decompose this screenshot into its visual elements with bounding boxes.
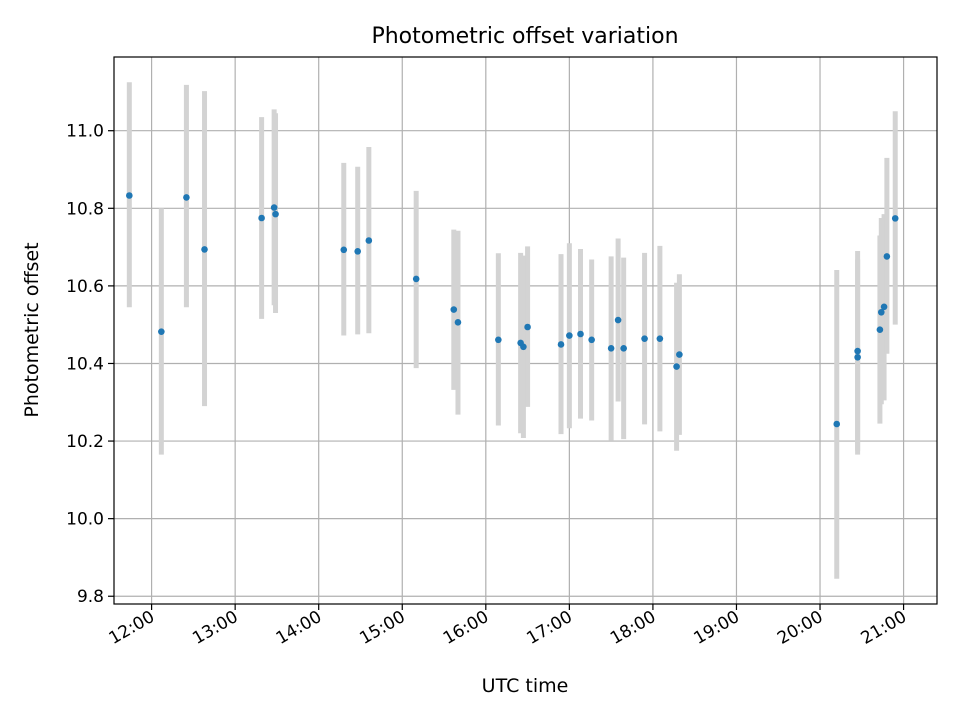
data-point: [450, 306, 458, 313]
data-point: [607, 345, 615, 352]
data-point: [495, 336, 502, 344]
data-point: [883, 253, 891, 260]
data-point: [614, 316, 622, 324]
data-point: [412, 275, 420, 283]
y-tick-label: 11.0: [66, 122, 104, 142]
y-tick-label: 10.2: [66, 432, 104, 452]
data-point: [520, 343, 527, 351]
chart-title: Photometric offset variation: [371, 24, 678, 49]
point-layer: [126, 192, 899, 428]
data-point: [354, 248, 361, 255]
data-point: [877, 308, 885, 316]
data-point: [676, 351, 683, 358]
data-point: [270, 204, 278, 211]
data-point: [656, 335, 664, 342]
y-tick-label: 9.8: [77, 587, 104, 607]
data-point: [158, 328, 165, 335]
y-tick-label: 10.8: [66, 199, 104, 219]
plot-frame: [113, 56, 938, 605]
data-point: [126, 192, 133, 199]
data-point: [340, 246, 348, 254]
y-axis-label: Photometric offset: [21, 242, 43, 417]
data-point: [272, 210, 279, 218]
data-point: [524, 323, 531, 331]
y-tick-label: 10.4: [66, 354, 104, 374]
data-point: [258, 214, 265, 222]
data-point: [557, 341, 565, 348]
data-point: [454, 319, 462, 326]
data-point: [891, 215, 899, 222]
data-point: [201, 246, 208, 253]
data-point: [854, 347, 861, 355]
y-tick-label: 10.0: [66, 510, 104, 530]
data-point: [876, 326, 884, 334]
data-point: [833, 420, 841, 428]
data-point: [673, 363, 680, 370]
data-point: [641, 335, 648, 342]
data-point: [183, 194, 190, 201]
data-point: [577, 330, 584, 338]
x-axis-label: UTC time: [482, 675, 569, 697]
data-point: [588, 336, 595, 344]
data-point: [620, 345, 627, 352]
y-tick-label: 10.6: [66, 277, 104, 297]
data-point: [566, 332, 573, 339]
data-point: [365, 237, 373, 244]
data-point: [854, 353, 861, 361]
data-point: [880, 303, 888, 311]
